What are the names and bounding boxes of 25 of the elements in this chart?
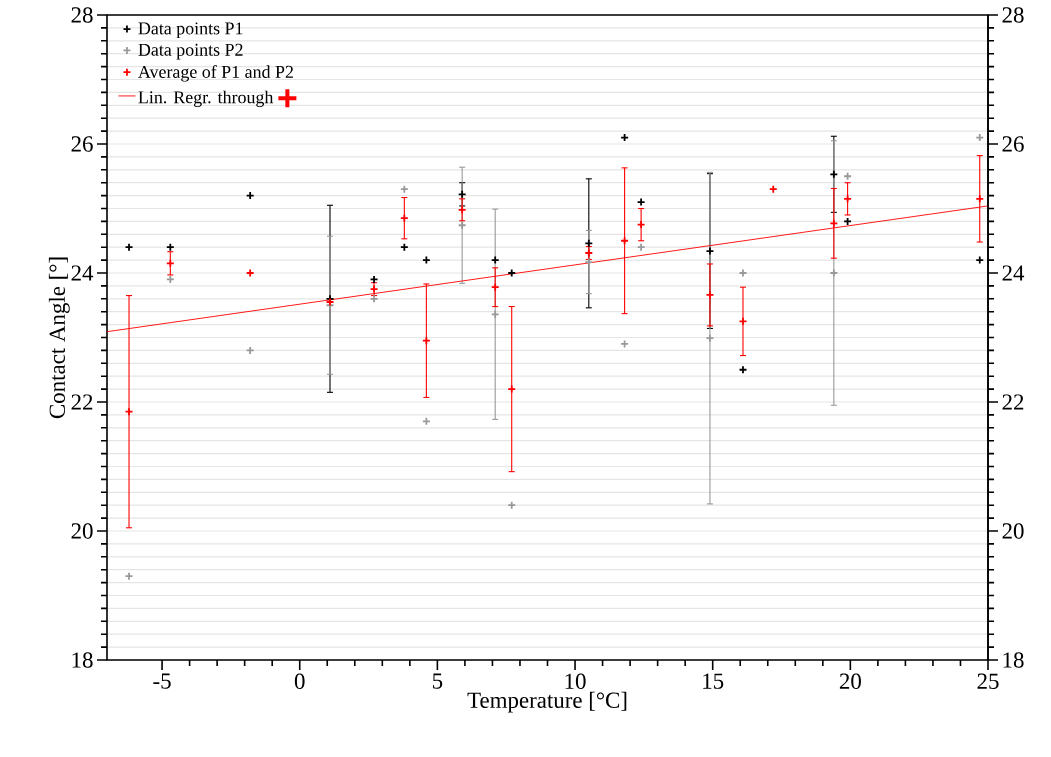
x-tick-label: 5 [432,673,443,689]
x-tick-label: 0 [294,673,305,689]
x-tick-label: 15 [703,673,724,689]
legend-label: Lin. Regr. through [138,90,274,108]
y2-tick-label: 28 [1002,7,1024,23]
x-tick-label: 10 [565,673,586,689]
y-axis-title: Contact Angle [°] [48,257,70,419]
y-tick-label: 26 [71,136,93,152]
y2-tick-label: 20 [1002,523,1024,539]
legend-label: Average of P1 and P2 [138,65,293,82]
y2-tick-label: 26 [1002,136,1024,152]
x-tick-label: 25 [977,673,999,689]
y-tick-label: 28 [71,7,93,23]
y-tick-label: 20 [71,523,93,539]
x-tick-label: 20 [839,673,861,689]
y2-tick-label: 24 [1002,265,1025,281]
legend-label: Data points P2 [138,43,243,60]
legend-label: Data points P1 [138,22,243,39]
y2-tick-label: 22 [1002,394,1024,410]
x-axis-title: Temperature [°C] [467,691,627,713]
y-tick-label: 24 [71,265,94,281]
y-tick-label: 22 [71,394,93,410]
y-tick-label: 18 [72,652,93,668]
x-tick-label: -5 [153,673,171,689]
y2-tick-label: 18 [1003,652,1024,668]
